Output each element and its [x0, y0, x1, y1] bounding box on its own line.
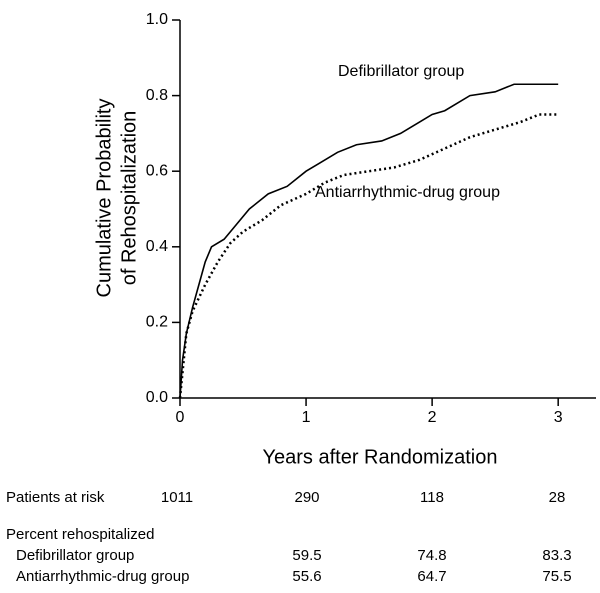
table-cell: 59.5 [292, 547, 321, 564]
y-tick-label: 0.4 [146, 238, 168, 255]
table-cell: 1011 [161, 489, 193, 506]
table-row-label: Antiarrhythmic-drug group [16, 568, 189, 585]
series-label: Defibrillator group [338, 63, 464, 80]
y-tick-label: 0.2 [146, 314, 168, 331]
y-tick-label: 1.0 [146, 11, 168, 28]
y-axis-label: of Rehospitalization [118, 111, 140, 286]
series-line [178, 113, 559, 399]
x-tick-label: 3 [554, 409, 563, 426]
x-axis-label: Years after Randomization [263, 446, 498, 468]
table-label: Patients at risk [6, 489, 105, 506]
x-tick-label: 2 [428, 409, 437, 426]
table-cell: 55.6 [292, 568, 321, 585]
x-tick-label: 0 [176, 409, 185, 426]
table-cell: 74.8 [417, 547, 446, 564]
table-cell: 28 [549, 489, 566, 506]
y-tick-label: 0.8 [146, 87, 168, 104]
table-cell: 118 [420, 489, 444, 506]
series-line [179, 83, 559, 399]
table-cell: 64.7 [417, 568, 446, 585]
y-tick-label: 0.0 [146, 389, 168, 406]
y-tick-label: 0.6 [146, 162, 168, 179]
x-tick-label: 1 [302, 409, 311, 426]
table-row-label: Defibrillator group [16, 547, 134, 564]
series-label: Antiarrhythmic-drug group [315, 184, 500, 201]
table-label: Percent rehospitalized [6, 526, 154, 543]
table-cell: 290 [294, 489, 319, 506]
table-cell: 83.3 [542, 547, 571, 564]
y-axis-label: Cumulative Probability [93, 99, 115, 298]
table-cell: 75.5 [542, 568, 571, 585]
